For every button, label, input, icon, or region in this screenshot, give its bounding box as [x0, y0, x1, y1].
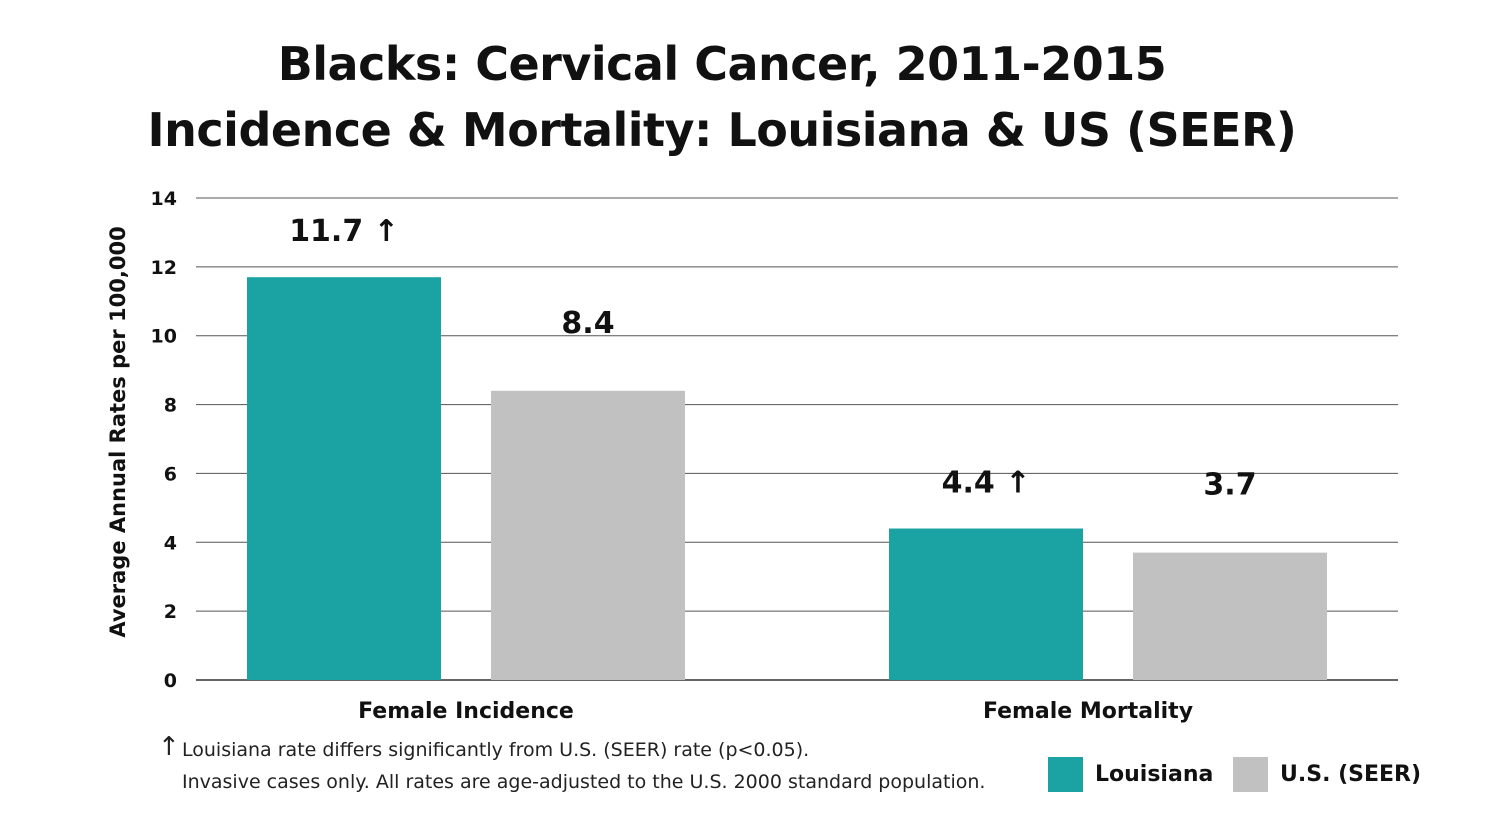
- legend-swatch-us-seer: [1233, 756, 1268, 792]
- data-label: 8.4: [561, 306, 614, 341]
- legend-item-louisiana: Louisiana: [1048, 755, 1213, 793]
- x-category-label: Female Incidence: [358, 699, 574, 724]
- chart-title-line-2: Incidence & Mortality: Louisiana & US (S…: [147, 103, 1297, 157]
- legend-label-us-seer: U.S. (SEER): [1280, 761, 1422, 787]
- y-axis-ticks: 0 2 4 6 8 10 12 14: [151, 188, 177, 692]
- bars: [247, 277, 1327, 680]
- data-label: 3.7: [1203, 468, 1256, 503]
- bar-u-s-seer--0: [491, 390, 685, 680]
- y-tick-label: 6: [164, 463, 177, 485]
- footnote-methodology: Invasive cases only. All rates are age-a…: [182, 771, 986, 793]
- bar-louisiana-0: [247, 277, 441, 680]
- y-tick-label: 0: [164, 670, 177, 692]
- chart-title-line-1: Blacks: Cervical Cancer, 2011-2015: [277, 37, 1167, 91]
- y-tick-label: 12: [151, 257, 177, 279]
- data-label: 4.4 ↑: [942, 466, 1031, 501]
- legend-label-louisiana: Louisiana: [1095, 761, 1214, 787]
- y-tick-label: 2: [164, 601, 177, 623]
- x-category-label: Female Mortality: [983, 699, 1193, 724]
- y-tick-label: 10: [151, 326, 177, 348]
- y-tick-label: 8: [164, 395, 177, 417]
- data-label: 11.7 ↑: [289, 214, 399, 249]
- bar-u-s-seer--1: [1133, 552, 1327, 680]
- significance-arrow-icon: ↑: [158, 732, 180, 762]
- legend-item-us-seer: U.S. (SEER): [1233, 755, 1421, 793]
- data-labels: 11.7 ↑ 8.4 4.4 ↑ 3.7: [289, 214, 1256, 502]
- bar-louisiana-1: [889, 528, 1083, 680]
- x-axis-categories: Female Incidence Female Mortality: [358, 699, 1193, 724]
- y-tick-label: 4: [164, 532, 177, 554]
- y-tick-label: 14: [151, 188, 177, 210]
- legend-swatch-louisiana: [1048, 756, 1083, 792]
- y-axis-label: Average Annual Rates per 100,000: [106, 226, 130, 637]
- footnote-significance: Louisiana rate differs significantly fro…: [182, 739, 810, 761]
